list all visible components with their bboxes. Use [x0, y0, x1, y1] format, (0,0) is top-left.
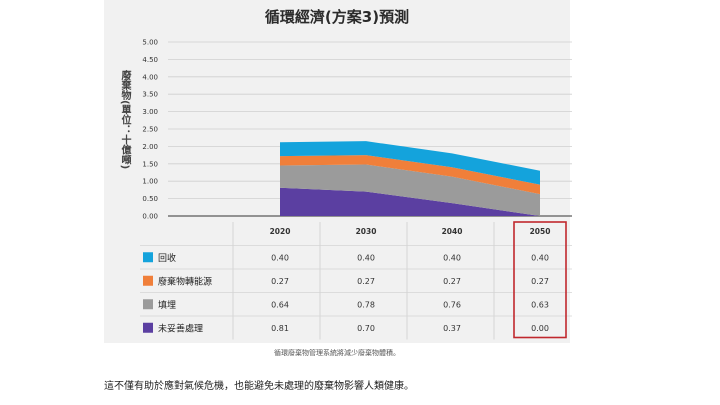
body-paragraph: 這不僅有助於應對氣候危機，也能避免未處理的廢棄物影響人類健康。 [104, 381, 414, 392]
y-tick-label: 0.00 [142, 213, 158, 221]
chart-title: 循環經濟(方案3)預測 [264, 8, 410, 26]
table-cell: 0.81 [271, 324, 289, 333]
row-label: 回收 [158, 252, 176, 264]
chart-caption: 循環廢棄物管理系統將減少廢棄物體積。 [274, 349, 400, 357]
table-cell: 0.40 [271, 253, 289, 262]
row-label: 廢棄物轉能源 [158, 275, 212, 287]
table-cell: 0.27 [531, 277, 549, 286]
table-cell: 0.40 [357, 253, 375, 262]
table-cell: 0.27 [271, 277, 289, 286]
y-axis-label: 廢棄物(單位：十億噸) [119, 70, 130, 170]
table-cell: 0.37 [443, 324, 461, 333]
y-tick-label: 1.00 [142, 178, 158, 186]
area-series-4 [280, 141, 540, 185]
table-cell: 0.40 [443, 253, 461, 262]
table-cell: 0.27 [443, 277, 461, 286]
table-cell: 0.63 [531, 300, 549, 309]
highlight-box [513, 221, 567, 339]
area-series-1 [280, 187, 540, 216]
y-tick-label: 0.50 [142, 195, 158, 203]
year-header: 2040 [442, 227, 463, 236]
legend-swatch [143, 252, 153, 263]
area-series-3 [280, 155, 540, 195]
year-header: 2050 [530, 227, 551, 236]
row-label: 填埋 [158, 299, 176, 311]
table-cell: 0.64 [271, 300, 289, 309]
table-cell: 0.27 [357, 277, 375, 286]
year-header: 2020 [270, 227, 291, 236]
table-cell: 0.76 [443, 300, 461, 309]
row-label: 未妥善處理 [158, 322, 203, 334]
table-cell: 0.70 [357, 324, 375, 333]
area-series-2 [280, 164, 540, 216]
table-cell: 0.40 [531, 253, 549, 262]
year-header: 2030 [356, 227, 377, 236]
y-tick-label: 1.50 [142, 160, 158, 168]
y-tick-label: 2.00 [142, 143, 158, 151]
y-tick-label: 3.00 [142, 108, 158, 116]
legend-swatch [143, 299, 153, 310]
y-tick-label: 2.50 [142, 126, 158, 134]
y-tick-label: 3.50 [142, 91, 158, 99]
legend-swatch [143, 275, 153, 286]
table-cell: 0.00 [531, 324, 549, 333]
y-tick-label: 4.50 [142, 56, 158, 64]
table-cell: 0.78 [357, 300, 375, 309]
y-tick-label: 4.00 [142, 73, 158, 81]
y-tick-label: 5.00 [142, 39, 158, 47]
legend-swatch [143, 322, 153, 333]
